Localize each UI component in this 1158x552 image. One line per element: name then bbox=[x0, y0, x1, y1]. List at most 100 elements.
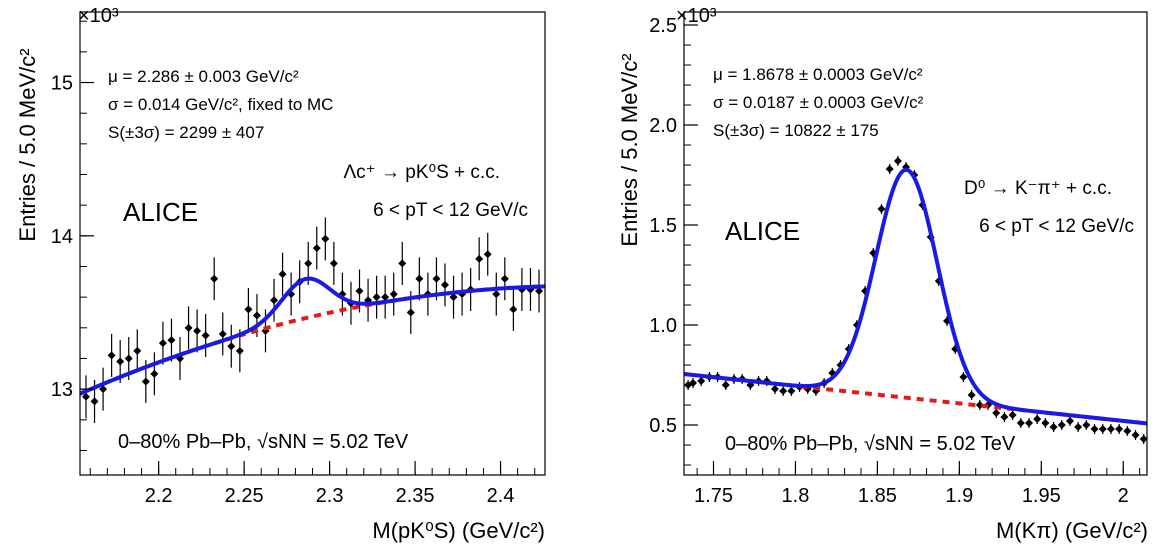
data-point bbox=[1106, 424, 1115, 434]
x-tick-label: 2.4 bbox=[487, 485, 515, 507]
y-tick-label: 0.5 bbox=[649, 415, 677, 437]
left-total-fit bbox=[79, 276, 546, 396]
data-point bbox=[992, 408, 1001, 418]
y-tick-label: 1.5 bbox=[649, 215, 677, 237]
data-point bbox=[99, 367, 108, 411]
data-point bbox=[270, 278, 279, 322]
left-decay-channel: Λc⁺ → pK⁰S + c.c. bbox=[343, 162, 500, 183]
y-tick-label: 2.5 bbox=[649, 15, 677, 37]
right-system-label: 0–80% Pb–Pb, √sNN = 5.02 TeV bbox=[725, 433, 1016, 455]
data-point bbox=[1041, 418, 1050, 428]
data-point bbox=[329, 241, 338, 285]
data-point bbox=[885, 164, 894, 174]
x-tick-label: 2.25 bbox=[225, 485, 264, 507]
data-point bbox=[415, 257, 424, 301]
data-point bbox=[1082, 420, 1091, 430]
y-tick-label: 14 bbox=[51, 226, 73, 248]
data-point bbox=[721, 380, 730, 390]
data-point bbox=[107, 333, 116, 377]
left-x-axis-title: M(pK⁰S) (GeV/c²) bbox=[372, 518, 545, 543]
data-point bbox=[967, 390, 976, 400]
data-point bbox=[475, 237, 484, 281]
data-point bbox=[1016, 418, 1025, 428]
left-panel: 2.2 2.25 2.3 2.35 2.4 13 14 15 ×10³ Entries / 5… bbox=[15, 5, 546, 543]
data-point bbox=[1090, 424, 1099, 434]
left-y-multiplier: ×10³ bbox=[78, 5, 119, 27]
left-fit-signal: S(±3σ) = 2299 ± 407 bbox=[108, 123, 264, 142]
right-fit-mean: μ = 1.8678 ± 0.0003 GeV/c² bbox=[713, 65, 923, 84]
data-point bbox=[167, 318, 176, 362]
data-point bbox=[959, 372, 968, 382]
data-point bbox=[1065, 416, 1074, 426]
data-point bbox=[1008, 410, 1017, 420]
data-point bbox=[1033, 414, 1042, 424]
right-total-fit bbox=[683, 167, 1148, 426]
data-point bbox=[500, 257, 509, 301]
data-point bbox=[218, 312, 227, 356]
left-pt-range: 6 < pT < 12 GeV/c bbox=[373, 200, 528, 221]
left-y-axis-title: Entries / 5.0 MeV/c² bbox=[15, 48, 40, 241]
right-y-multiplier: ×10³ bbox=[676, 5, 717, 27]
right-y-axis-title: Entries / 5.0 MeV/c² bbox=[617, 53, 642, 246]
data-point bbox=[381, 275, 390, 319]
left-axis-ticks: 2.2 2.25 2.3 2.35 2.4 13 14 15 bbox=[51, 20, 536, 507]
data-point bbox=[1000, 412, 1009, 422]
data-point bbox=[483, 232, 492, 276]
x-tick-label: 2 bbox=[1118, 485, 1129, 507]
data-point bbox=[158, 321, 167, 365]
x-tick-label: 1.75 bbox=[694, 485, 733, 507]
right-fit-signal: S(±3σ) = 10822 ± 175 bbox=[713, 121, 879, 140]
data-point bbox=[372, 275, 381, 319]
y-tick-label: 13 bbox=[51, 379, 73, 401]
data-point bbox=[517, 268, 526, 311]
data-point bbox=[193, 309, 202, 353]
y-tick-label: 15 bbox=[51, 73, 73, 95]
data-point bbox=[210, 257, 219, 301]
right-pt-range: 6 < pT < 12 GeV/c bbox=[979, 216, 1134, 237]
data-point bbox=[312, 226, 321, 270]
data-point bbox=[1024, 418, 1033, 428]
data-point bbox=[1123, 426, 1132, 436]
right-fit-sigma: σ = 0.0187 ± 0.0003 GeV/c² bbox=[713, 93, 924, 112]
data-point bbox=[689, 378, 698, 388]
right-plot-frame bbox=[683, 11, 1148, 476]
data-point bbox=[150, 352, 159, 396]
left-fit-sigma: σ = 0.014 GeV/c², fixed to MC bbox=[108, 95, 333, 114]
data-point bbox=[458, 272, 467, 316]
y-tick-label: 2.0 bbox=[649, 115, 677, 137]
data-point bbox=[492, 272, 501, 316]
data-point bbox=[321, 217, 330, 261]
left-experiment-label: ALICE bbox=[123, 197, 198, 227]
data-point bbox=[227, 324, 236, 368]
right-decay-channel: D⁰ → K⁻π⁺ + c.c. bbox=[964, 178, 1112, 199]
left-data-points bbox=[81, 217, 544, 423]
x-tick-label: 1.9 bbox=[945, 485, 973, 507]
data-point bbox=[81, 375, 90, 419]
data-point bbox=[1131, 430, 1140, 440]
data-point bbox=[184, 306, 193, 350]
data-point bbox=[877, 204, 886, 214]
x-tick-label: 1.8 bbox=[782, 485, 810, 507]
data-point bbox=[449, 275, 458, 319]
x-tick-label: 1.95 bbox=[1022, 485, 1061, 507]
data-point bbox=[364, 278, 373, 322]
data-point bbox=[440, 263, 449, 307]
x-tick-label: 2.3 bbox=[316, 485, 344, 507]
data-point bbox=[201, 314, 210, 357]
data-point bbox=[893, 156, 902, 166]
data-point bbox=[509, 287, 518, 331]
data-point bbox=[1049, 422, 1058, 432]
data-point bbox=[1074, 422, 1083, 432]
x-tick-label: 2.35 bbox=[396, 485, 435, 507]
data-point bbox=[535, 269, 544, 313]
data-point bbox=[133, 329, 142, 373]
right-panel: 1.75 1.8 1.85 1.9 1.95 20.51.01.52.02.5 ×10³ … bbox=[617, 5, 1148, 543]
data-point bbox=[1139, 434, 1148, 444]
left-system-label: 0–80% Pb–Pb, √sNN = 5.02 TeV bbox=[118, 431, 409, 453]
y-tick-label: 1.0 bbox=[649, 315, 677, 337]
data-point bbox=[779, 386, 788, 396]
data-point bbox=[787, 386, 796, 396]
x-tick-label: 2.2 bbox=[145, 485, 173, 507]
right-data-points bbox=[684, 156, 1148, 444]
